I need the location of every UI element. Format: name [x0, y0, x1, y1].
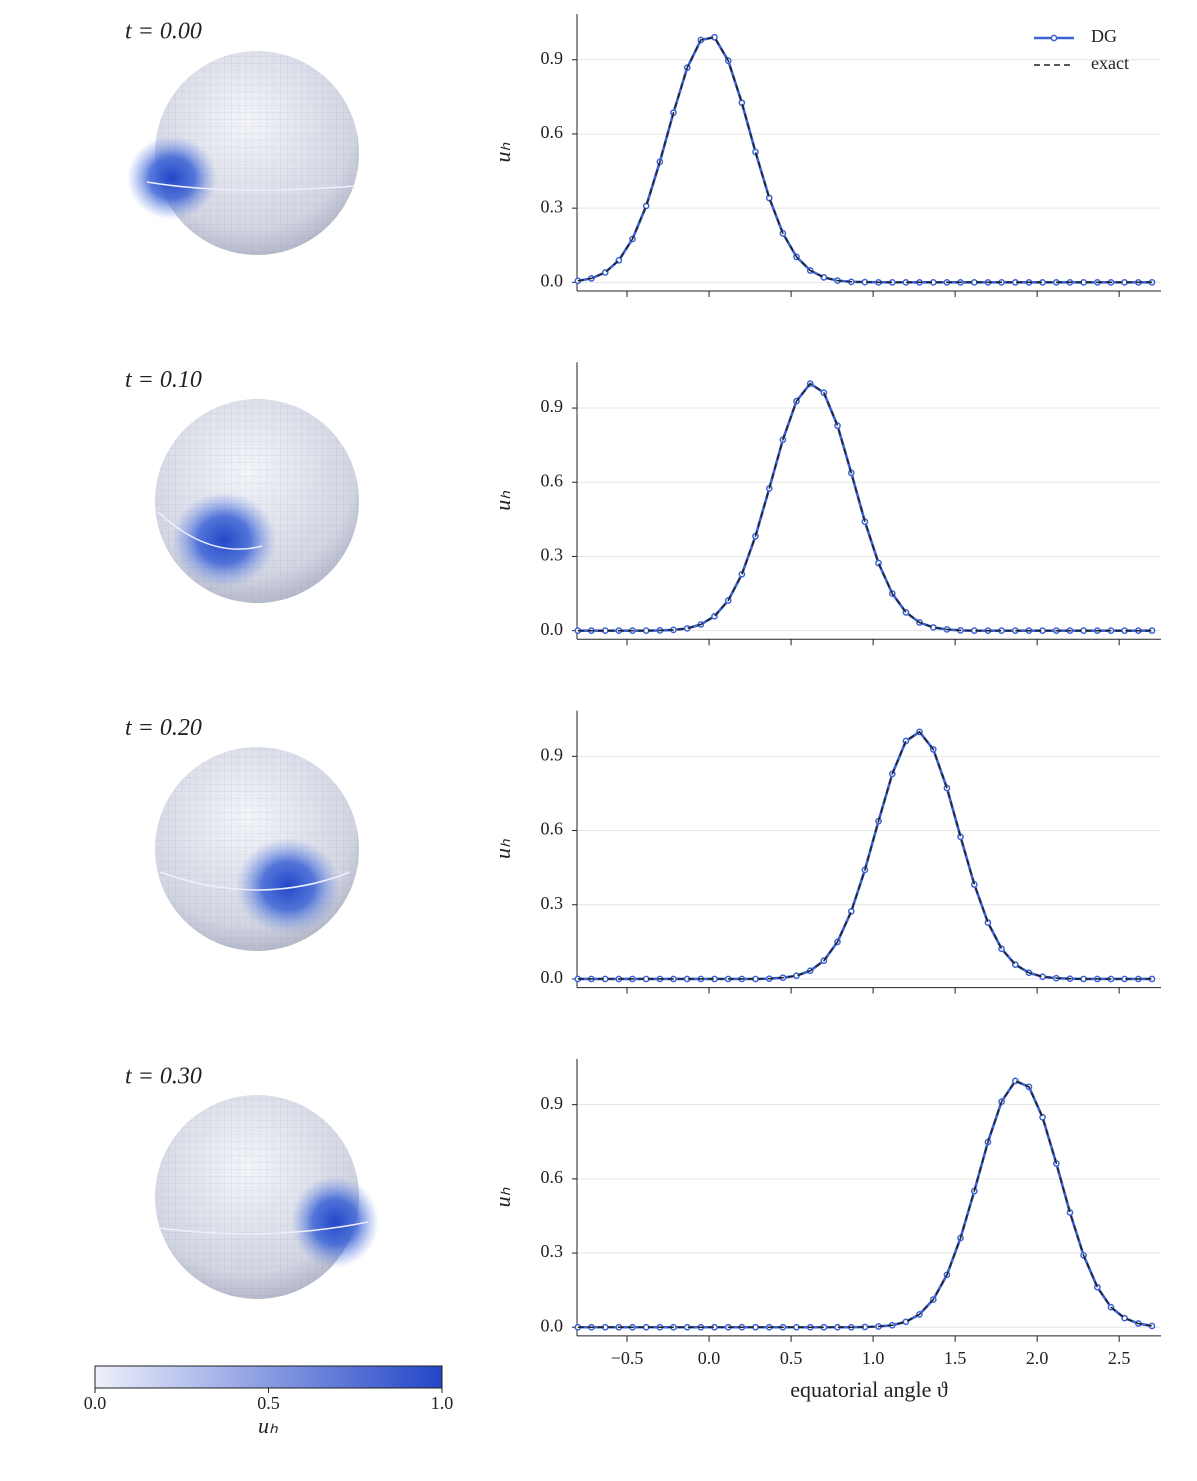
series-line	[577, 730, 1152, 980]
sphere-3	[155, 1095, 379, 1299]
series-line	[577, 730, 1152, 981]
sphere-1	[155, 399, 359, 603]
x-axis-label: equatorial angle ϑ	[790, 1377, 948, 1402]
legend-marker	[1050, 34, 1058, 42]
panel-title: t = 0.30	[125, 1063, 202, 1089]
series-line	[577, 381, 1152, 632]
y-axis-label: uₕ	[490, 142, 515, 162]
series-line	[577, 35, 1152, 284]
y-tick-label: 0.9	[541, 744, 564, 764]
series-line	[577, 1079, 1153, 1329]
y-tick-label: 0.0	[541, 1315, 564, 1335]
x-tick-label: 0.0	[698, 1348, 721, 1368]
y-tick-label: 0.0	[541, 619, 564, 639]
y-tick-label: 0.3	[541, 1241, 564, 1261]
legend-label: DG	[1091, 26, 1117, 46]
y-tick-label: 0.9	[541, 396, 564, 416]
point	[642, 202, 650, 210]
y-axis-label: uₕ	[490, 491, 515, 511]
y-tick-label: 0.6	[541, 1167, 564, 1187]
x-tick-label: 0.5	[780, 1348, 803, 1368]
sphere-2	[155, 747, 359, 951]
y-tick-label: 0.0	[541, 270, 564, 290]
x-tick-label: 1.0	[862, 1348, 885, 1368]
colorbar-tick-label: 1.0	[431, 1393, 454, 1413]
y-axis-label: uₕ	[490, 1187, 515, 1207]
y-tick-label: 0.6	[541, 819, 564, 839]
y-axis-label: uₕ	[490, 839, 515, 859]
point	[929, 624, 937, 631]
x-tick-label: 1.5	[944, 1348, 967, 1368]
colorbar-label: uₕ	[258, 1413, 278, 1438]
x-tick-label: −0.5	[611, 1348, 644, 1368]
y-tick-label: 0.3	[541, 545, 564, 565]
y-tick-label: 0.6	[541, 122, 564, 142]
x-tick-label: 2.5	[1108, 1348, 1131, 1368]
panel-title: t = 0.10	[125, 367, 202, 393]
y-tick-label: 0.3	[541, 893, 564, 913]
x-tick-label: 2.0	[1026, 1348, 1049, 1368]
y-tick-label: 0.9	[541, 1093, 564, 1113]
y-tick-label: 0.0	[541, 967, 564, 987]
panel-title: t = 0.20	[125, 715, 202, 741]
y-tick-label: 0.6	[541, 470, 564, 490]
series-line	[577, 382, 1152, 632]
panel-title: t = 0.00	[125, 19, 202, 45]
sphere-0	[127, 51, 359, 255]
y-tick-label: 0.3	[541, 196, 564, 216]
series-line	[577, 36, 1152, 284]
colorbar-tick-label: 0.5	[257, 1393, 280, 1413]
colorbar	[94, 1365, 443, 1389]
series-line	[577, 1079, 1153, 1329]
legend-label: exact	[1091, 53, 1129, 73]
y-tick-label: 0.9	[541, 48, 564, 68]
colorbar-tick-label: 0.0	[84, 1393, 107, 1413]
